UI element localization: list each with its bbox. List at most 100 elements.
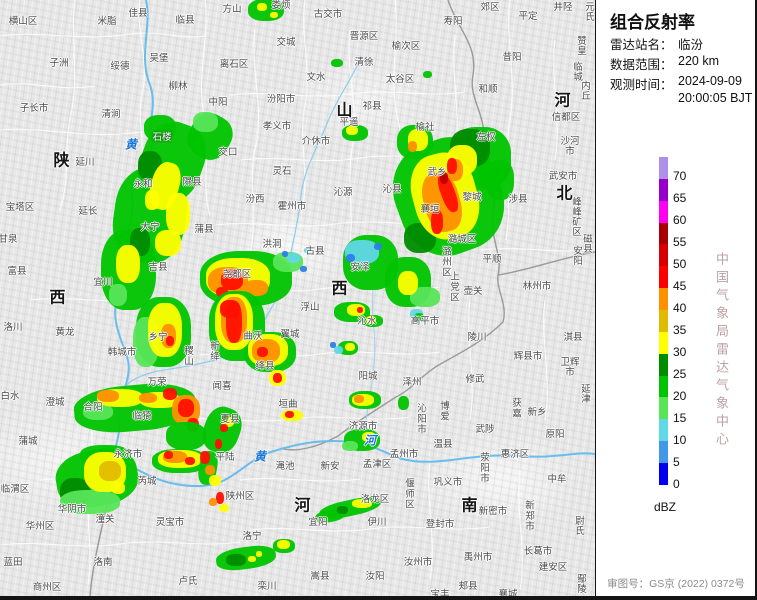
place-label: 白水 xyxy=(0,391,20,403)
place-label: 黄龙 xyxy=(55,327,75,339)
province-label: 南 xyxy=(461,497,479,515)
radar-echo xyxy=(166,422,206,450)
legend-tick-value: 10 xyxy=(673,433,687,447)
radar-echo xyxy=(185,457,195,465)
place-label: 永和 xyxy=(133,179,153,191)
radar-echo xyxy=(422,70,432,78)
place-label: 永济市 xyxy=(113,449,143,461)
watermark-text: 中国气象局雷达气象中心 xyxy=(714,252,729,450)
place-label: 荥阳市 xyxy=(477,452,489,484)
place-label: 吴堡 xyxy=(149,53,169,65)
radar-echo xyxy=(333,346,343,354)
legend-tick-value: 20 xyxy=(673,389,687,403)
place-label: 沁阳市 xyxy=(414,403,426,435)
radar-echo xyxy=(83,404,113,420)
place-label: 陵川 xyxy=(467,332,487,344)
radar-echo xyxy=(345,343,355,351)
place-label: 平定 xyxy=(518,11,538,23)
radar-echo xyxy=(221,270,243,290)
legend-tick-value: 55 xyxy=(673,235,687,249)
legend-color-segment xyxy=(659,375,668,398)
place-label: 汝阳 xyxy=(365,571,385,583)
place-label: 富县 xyxy=(7,266,27,278)
place-label: 寿阳 xyxy=(443,16,463,28)
radar-echo xyxy=(220,300,240,318)
place-label: 伊川 xyxy=(367,517,387,529)
radar-echo xyxy=(440,172,448,184)
radar-echo xyxy=(214,439,222,449)
boundaries-rivers-layer xyxy=(0,0,595,596)
place-label: 中牟 xyxy=(547,474,567,486)
place-label: 太谷区 xyxy=(385,74,415,86)
radar-echo xyxy=(331,59,343,67)
place-label: 涉县 xyxy=(508,194,528,206)
place-label: 大宁 xyxy=(140,222,160,234)
radar-echo xyxy=(299,266,307,272)
place-label: 安阳 xyxy=(573,246,583,267)
place-label: 高平市 xyxy=(410,316,440,328)
radar-echo xyxy=(431,210,443,234)
place-label: 汝州市 xyxy=(403,557,433,569)
place-label: 修武 xyxy=(465,374,485,386)
radar-echo xyxy=(276,539,290,549)
radar-echo xyxy=(97,390,119,402)
place-label: 登封市 xyxy=(425,519,455,531)
province-label: 山 xyxy=(336,102,354,120)
place-label: 宜川 xyxy=(93,277,113,289)
radar-echo xyxy=(166,336,174,346)
radar-echo xyxy=(346,125,358,135)
province-label: 河 xyxy=(554,92,572,110)
reflectivity-color-scale xyxy=(659,157,668,485)
place-label: 吉县 xyxy=(148,262,168,274)
place-label: 昔阳 xyxy=(502,52,522,64)
place-label: 郊区 xyxy=(480,2,500,14)
legend-color-segment xyxy=(659,157,668,179)
place-label: 交口 xyxy=(218,147,238,159)
radar-echo xyxy=(163,451,173,459)
place-label: 汾阳市 xyxy=(266,94,296,106)
radar-echo xyxy=(99,461,121,481)
place-label: 延川 xyxy=(75,157,95,169)
place-label: 浮山 xyxy=(300,302,320,314)
place-label: 榆次区 xyxy=(391,41,421,53)
place-label: 洛宁 xyxy=(242,531,262,543)
map-approval-number: 审图号：GS京 (2022) 0372号 xyxy=(607,578,745,590)
place-label: 鄢陵 xyxy=(577,574,587,595)
place-label: 尉氏 xyxy=(575,516,585,537)
place-label: 博爱 xyxy=(437,400,449,422)
place-label: 临城 xyxy=(573,62,583,83)
place-label: 武陟 xyxy=(475,424,495,436)
radar-echo xyxy=(354,395,364,403)
radar-echo xyxy=(111,482,125,494)
place-label: 新郑市 xyxy=(522,500,534,532)
radar-echo xyxy=(178,399,194,417)
radar-echo xyxy=(226,554,246,566)
radar-echo xyxy=(216,287,228,297)
place-label: 栾川 xyxy=(257,581,277,593)
place-label: 郏县 xyxy=(458,581,478,593)
province-label: 西 xyxy=(331,280,349,298)
place-label: 渑池 xyxy=(275,461,295,473)
time-value-clock: 20:00:05 BJT xyxy=(678,91,753,105)
place-label: 长葛市 xyxy=(523,546,553,558)
place-label: 沁水 xyxy=(357,316,377,328)
place-label: 介休市 xyxy=(301,136,331,148)
place-label: 沁县 xyxy=(382,184,402,196)
legend-tick-value: 15 xyxy=(673,411,687,425)
place-label: 石楼 xyxy=(152,132,172,144)
radar-echo xyxy=(330,342,336,348)
legend-tick-value: 65 xyxy=(673,191,687,205)
legend-color-segment xyxy=(659,463,668,485)
place-label: 武乡 xyxy=(427,167,447,179)
radar-echo xyxy=(397,396,409,410)
radar-echo xyxy=(366,316,376,324)
place-label: 孟津区 xyxy=(362,459,392,471)
place-label: 安泽 xyxy=(350,262,370,274)
radar-echo xyxy=(163,388,177,400)
place-label: 晋源区 xyxy=(349,31,379,43)
legend-tick-value: 5 xyxy=(673,455,680,469)
radar-map[interactable]: 横山区 米脂 佳县 临县 方山 娄烦 古交市 郊区 平定 井陉 元氏 寿阳 晋源区 交城 清徐 离石区 文水 太谷… xyxy=(0,0,595,596)
province-label: 北 xyxy=(556,185,574,203)
radar-echo xyxy=(116,245,140,283)
